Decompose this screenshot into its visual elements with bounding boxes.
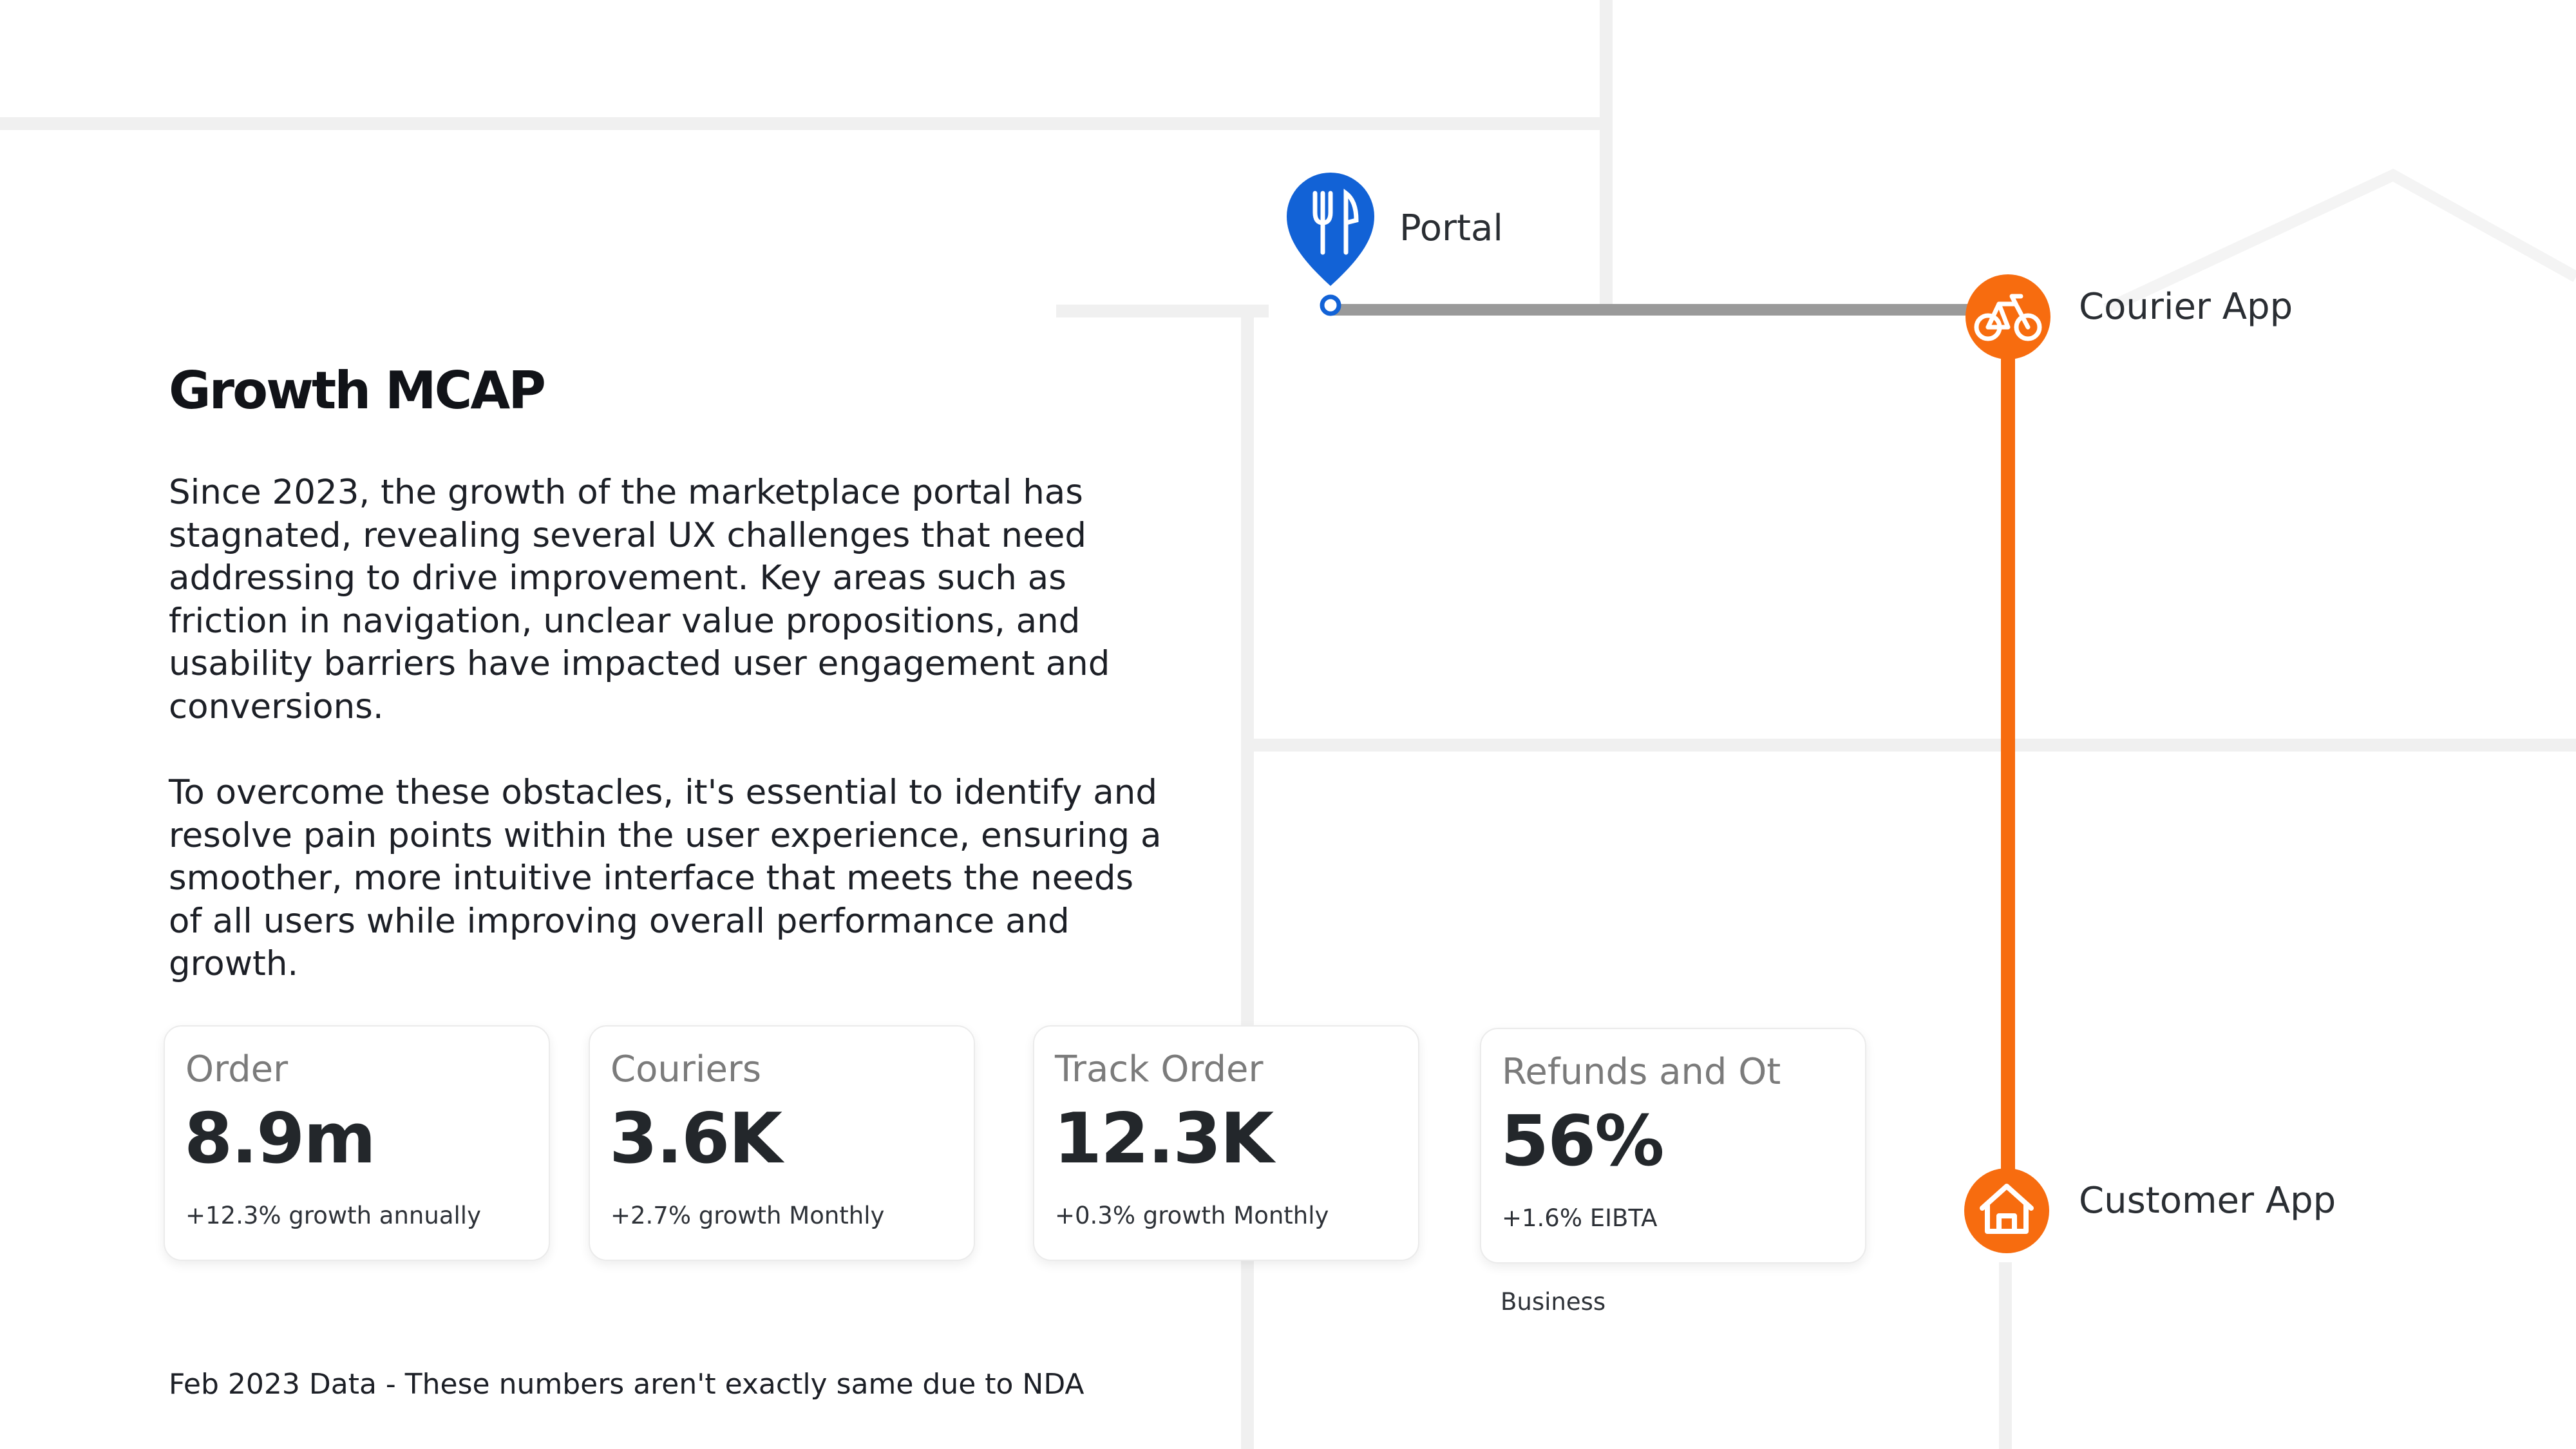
metric-value: 56% [1501,1101,1665,1182]
metric-card-track-order: Track Order 12.3K +0.3% growth Monthly [1033,1025,1419,1261]
page-title: Growth MCAP [169,361,546,421]
metric-label: Refunds and Ot [1502,1051,1781,1093]
customer-node-icon [1964,1168,2049,1253]
metric-growth: +0.3% growth Monthly [1055,1202,1329,1229]
metric-growth: +12.3% growth annually [185,1202,481,1229]
portal-pin-icon [1287,173,1374,316]
metric-label: Couriers [611,1048,762,1090]
metric-value: 8.9m [184,1099,376,1179]
metric-extra-note: Business [1501,1288,1606,1316]
bicycle-icon [1974,294,2042,341]
courier-app-label: Courier App [2079,286,2293,328]
metric-value: 12.3K [1054,1099,1274,1179]
metric-label: Track Order [1055,1048,1264,1090]
customer-app-label: Customer App [2079,1180,2336,1222]
fork-knife-icon [1312,188,1359,255]
description-paragraph-2: To overcome these obstacles, it's essent… [169,773,1162,983]
metric-label: Order [185,1048,289,1090]
courier-node-icon [1965,274,2050,359]
portal-label: Portal [1399,207,1503,249]
home-icon [1980,1184,2034,1234]
metric-growth: +1.6% EIBTA [1502,1204,1658,1232]
metric-growth: +2.7% growth Monthly [611,1202,885,1229]
metric-card-refunds: Refunds and Ot 56% +1.6% EIBTA [1480,1028,1866,1264]
footnote: Feb 2023 Data - These numbers aren't exa… [169,1368,1084,1401]
description-paragraph-1: Since 2023, the growth of the marketplac… [169,473,1110,726]
metric-card-order: Order 8.9m +12.3% growth annually [164,1025,550,1261]
metric-card-couriers: Couriers 3.6K +2.7% growth Monthly [589,1025,975,1261]
metric-value: 3.6K [609,1099,782,1179]
house-roof-outline [2103,168,2576,315]
